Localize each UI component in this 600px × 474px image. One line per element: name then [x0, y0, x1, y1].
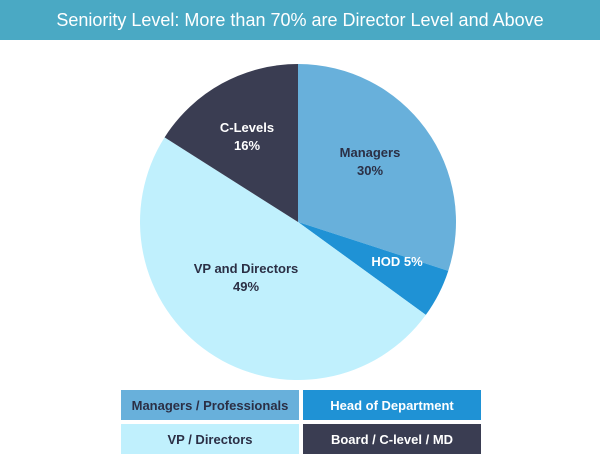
legend-item-vp-directors: VP / Directors [121, 424, 299, 454]
chart-legend: Managers / Professionals Head of Departme… [121, 390, 481, 454]
pie-slice-vp-and-directors [140, 137, 426, 380]
slice-label-hod: HOD 5% [371, 254, 423, 269]
slice-label-c-levels: C-Levels 16% [220, 120, 274, 153]
legend-item-board-c-level-md: Board / C-level / MD [303, 424, 481, 454]
slice-label-managers: Managers 30% [340, 145, 401, 178]
legend-item-head-of-department: Head of Department [303, 390, 481, 420]
chart-title-bar: Seniority Level: More than 70% are Direc… [0, 0, 600, 40]
legend-item-managers-professionals: Managers / Professionals [121, 390, 299, 420]
chart-title: Seniority Level: More than 70% are Direc… [56, 9, 544, 30]
slice-label-vp-and-directors: VP and Directors 49% [194, 261, 299, 294]
pie-slice-c-levels [164, 64, 298, 222]
pie-slice-hod [298, 222, 449, 315]
pie-slice-managers [298, 64, 457, 271]
pie-chart: Managers 30% HOD 5% VP and Directors 49% C-Le… [140, 64, 457, 380]
